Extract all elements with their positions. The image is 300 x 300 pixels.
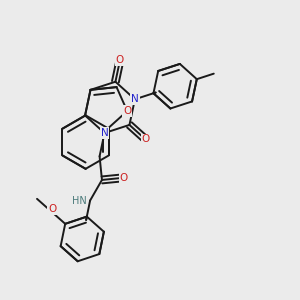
- Text: O: O: [119, 173, 128, 183]
- Text: HN: HN: [72, 196, 87, 206]
- Text: O: O: [116, 56, 124, 65]
- Text: O: O: [123, 106, 131, 116]
- Text: O: O: [142, 134, 150, 145]
- Text: N: N: [101, 128, 108, 138]
- Text: O: O: [48, 204, 56, 214]
- Text: N: N: [131, 94, 139, 104]
